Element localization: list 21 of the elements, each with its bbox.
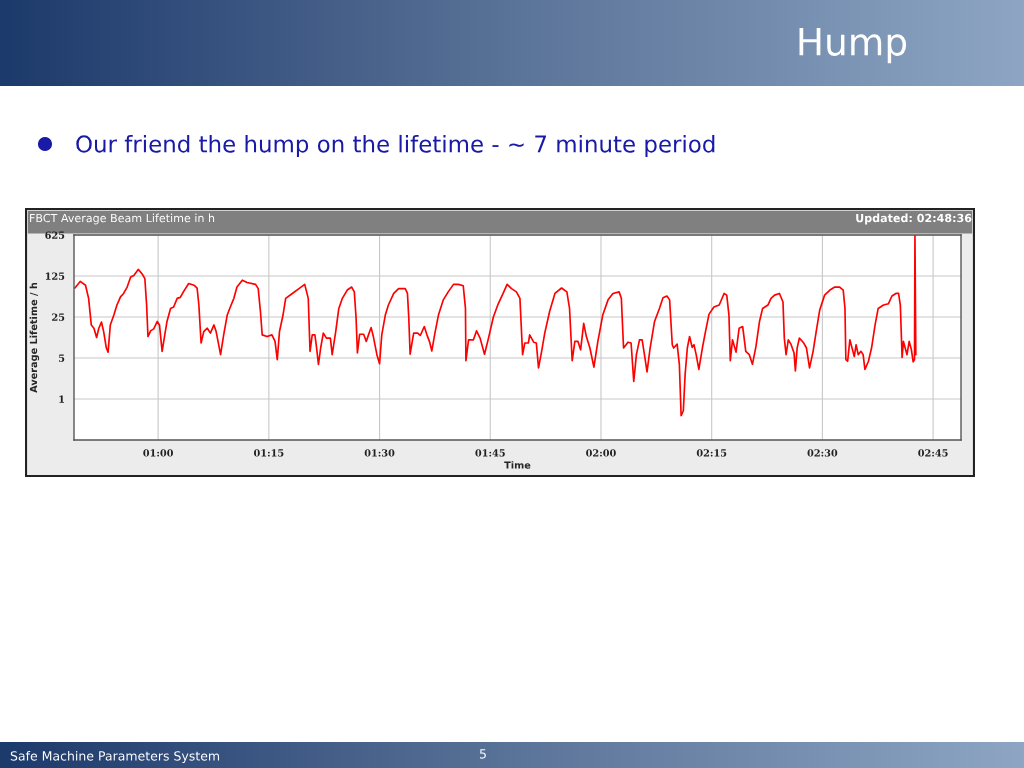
x-axis-title: Time	[504, 461, 531, 469]
chart-subtitle: Our friend the hump on the lifetime - ~ 7 minute period	[76, 134, 715, 158]
x-tick-label: 01:45	[475, 449, 505, 457]
x-tick-label: 02:30	[807, 449, 838, 457]
x-tick-label: 02:45	[918, 449, 948, 457]
y-axis-title: Average Lifetime / h	[29, 282, 40, 393]
y-tick-label: 1	[59, 395, 64, 403]
text: FBCT Average Beam Lifetime in h	[30, 213, 215, 225]
x-tick-label: 01:00	[143, 449, 174, 457]
y-tick-label: 25	[52, 313, 65, 321]
y-tick-label: 5	[59, 354, 65, 362]
x-tick-label: 02:15	[696, 449, 727, 457]
x-tick-label: 01:30	[364, 449, 395, 457]
text: 5	[479, 749, 486, 759]
text: Updated: 02:48:36	[856, 213, 972, 225]
chart-title: Hump	[799, 28, 907, 64]
y-tick-label: 125	[45, 272, 65, 280]
y-tick-label: 625	[45, 231, 65, 239]
x-tick-label: 01:15	[253, 449, 284, 457]
text: Safe Machine Parameters System	[10, 750, 220, 764]
x-tick-label: 02:00	[586, 449, 616, 457]
